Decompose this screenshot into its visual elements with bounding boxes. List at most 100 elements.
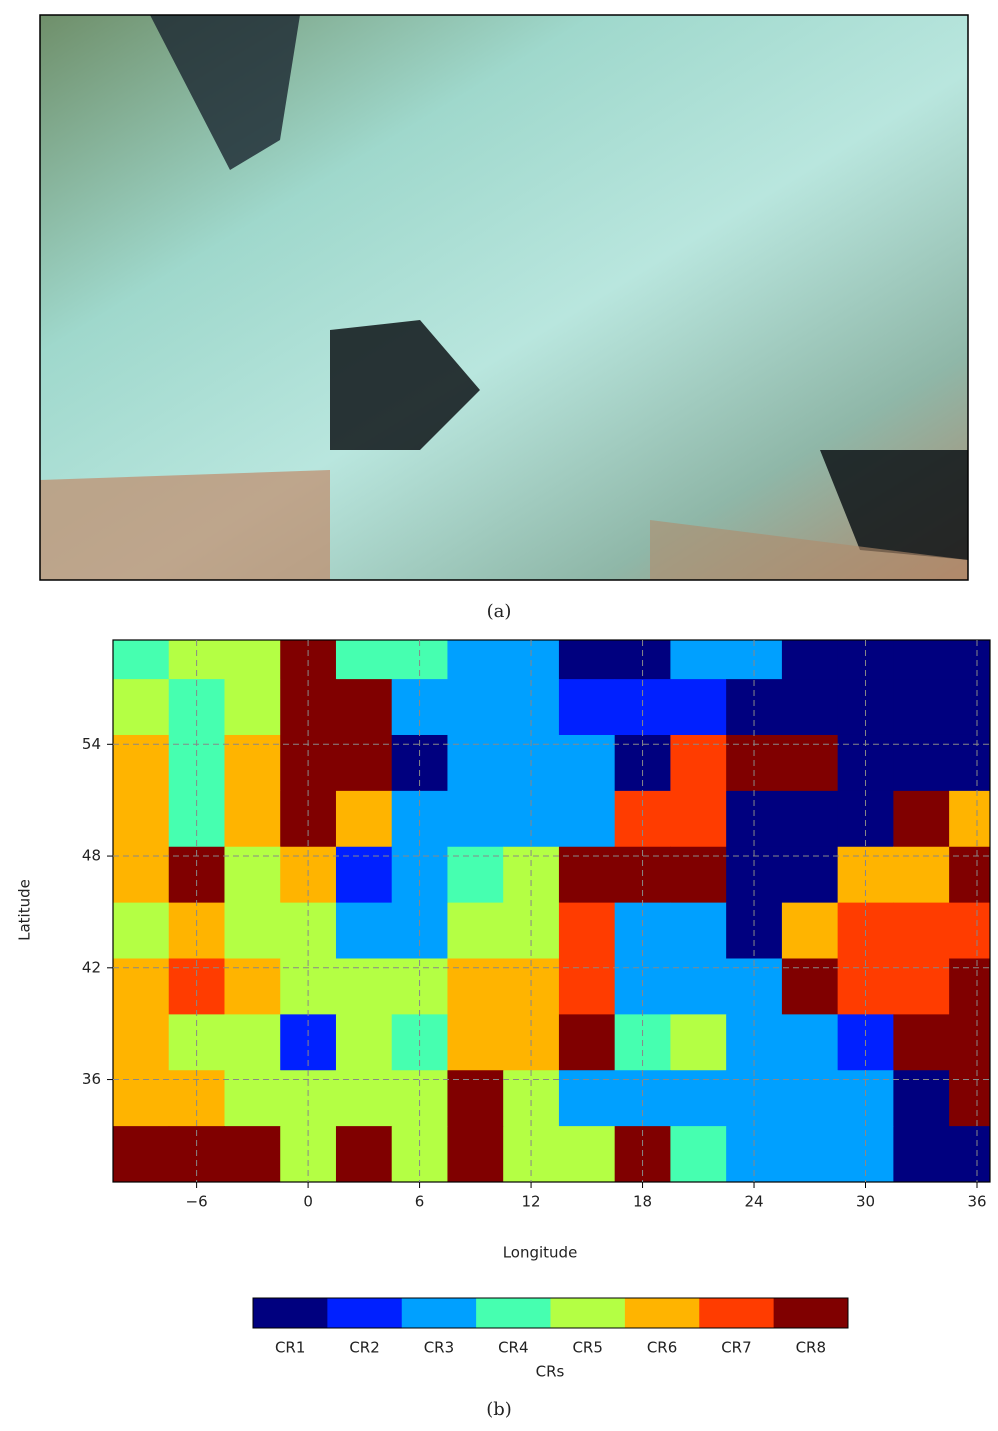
y-tick-label: 42 [82, 958, 101, 976]
legend-label: CR8 [796, 1339, 826, 1357]
cell [670, 791, 726, 847]
panel-caption: (b) [486, 1399, 512, 1420]
cell [949, 903, 998, 959]
cell [670, 1014, 726, 1070]
cell [559, 735, 615, 791]
y-tick-label: 54 [82, 735, 101, 753]
colorbar-label: CRs [536, 1363, 565, 1381]
legend-swatch [476, 1298, 551, 1328]
cell [392, 791, 448, 847]
x-tick-label: 6 [415, 1193, 425, 1211]
cell [838, 1070, 894, 1126]
legend-label: CR7 [721, 1339, 751, 1357]
cell [782, 847, 838, 903]
cell [838, 791, 894, 847]
cell [893, 1126, 949, 1182]
x-tick-label: 24 [744, 1193, 763, 1211]
cell [113, 735, 169, 791]
cell [336, 623, 392, 679]
cell [949, 1126, 998, 1182]
cell [559, 623, 615, 679]
cell [224, 847, 280, 903]
cell [169, 791, 225, 847]
cell [559, 1014, 615, 1070]
x-tick-label: 30 [856, 1193, 875, 1211]
cell [447, 1126, 503, 1182]
cell [893, 903, 949, 959]
satellite-image [40, 15, 968, 580]
cell [113, 1014, 169, 1070]
cell [447, 679, 503, 735]
cell [336, 679, 392, 735]
cell [782, 1070, 838, 1126]
cell [893, 623, 949, 679]
cell [893, 847, 949, 903]
y-tick-label: 36 [82, 1070, 101, 1088]
cell [447, 623, 503, 679]
cell [447, 1070, 503, 1126]
cell [559, 1070, 615, 1126]
cell [113, 1070, 169, 1126]
cell [336, 735, 392, 791]
cell [280, 679, 336, 735]
cell [670, 958, 726, 1014]
cell [670, 847, 726, 903]
cell [782, 735, 838, 791]
cell [726, 958, 782, 1014]
legend-swatch [402, 1298, 477, 1328]
cell [113, 958, 169, 1014]
cell [224, 623, 280, 679]
cell [726, 679, 782, 735]
cell [782, 1126, 838, 1182]
cell [726, 1070, 782, 1126]
cell [280, 958, 336, 1014]
cell [949, 735, 998, 791]
cell [782, 1014, 838, 1070]
cell [224, 735, 280, 791]
cell [503, 791, 559, 847]
cell [838, 679, 894, 735]
cell [670, 735, 726, 791]
cell [559, 791, 615, 847]
cell [726, 791, 782, 847]
legend-label: CR5 [572, 1339, 602, 1357]
legend-swatch [551, 1298, 626, 1328]
cell [503, 958, 559, 1014]
cell [169, 958, 225, 1014]
cell [336, 791, 392, 847]
cell [838, 958, 894, 1014]
cell [893, 958, 949, 1014]
x-tick-label: 0 [303, 1193, 313, 1211]
cell [670, 623, 726, 679]
cell [559, 847, 615, 903]
cell [893, 791, 949, 847]
x-tick-label: 18 [633, 1193, 652, 1211]
cell [782, 623, 838, 679]
x-tick-label: 12 [522, 1193, 541, 1211]
cell [670, 903, 726, 959]
cell [447, 847, 503, 903]
cell [559, 1126, 615, 1182]
cell [670, 679, 726, 735]
cell [224, 791, 280, 847]
cell [113, 903, 169, 959]
cell [169, 679, 225, 735]
cell [615, 1070, 671, 1126]
cell [224, 679, 280, 735]
y-axis-label: Latitude [16, 879, 34, 941]
legend-label: CR4 [498, 1339, 528, 1357]
cell [113, 679, 169, 735]
cell [224, 1126, 280, 1182]
cell [336, 847, 392, 903]
cell [336, 903, 392, 959]
cell [224, 1014, 280, 1070]
cell [949, 1070, 998, 1126]
cell [392, 958, 448, 1014]
cell [559, 679, 615, 735]
cell [336, 958, 392, 1014]
legend-swatch [253, 1298, 328, 1328]
cell [670, 1070, 726, 1126]
cell [893, 679, 949, 735]
cell [949, 1014, 998, 1070]
cell [113, 791, 169, 847]
